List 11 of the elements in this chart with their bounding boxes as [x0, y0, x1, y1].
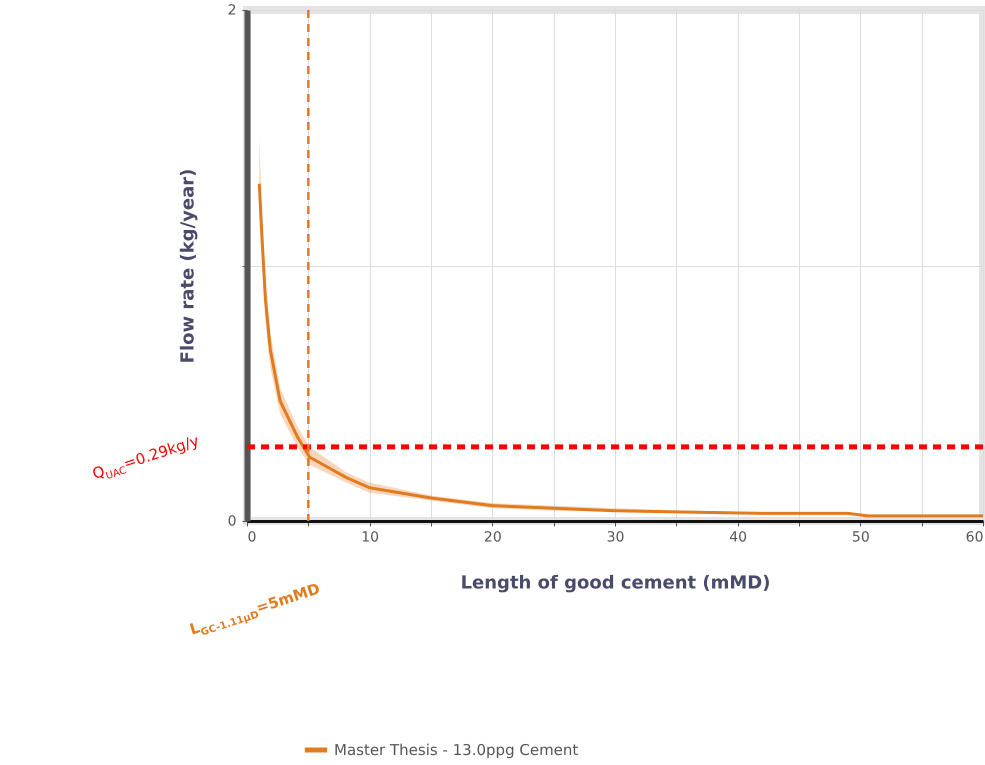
legend-label: Master Thesis - 13.0ppg Cement [334, 741, 578, 759]
x-axis-title: Length of good cement (mMD) [460, 572, 770, 594]
x-tick-label: 50 [852, 530, 870, 546]
y-tick-label: 2 [228, 2, 236, 18]
x-tick-label: 10 [361, 530, 380, 546]
x-tick-label: 60 [966, 530, 984, 546]
x-tick-label: 40 [729, 530, 748, 546]
x-tick-label: 20 [484, 530, 502, 546]
x-tick-label: 0 [248, 530, 256, 546]
y-axis-title: Flow rate (kg/year) [178, 168, 199, 364]
x-tick-label: 30 [606, 530, 624, 546]
